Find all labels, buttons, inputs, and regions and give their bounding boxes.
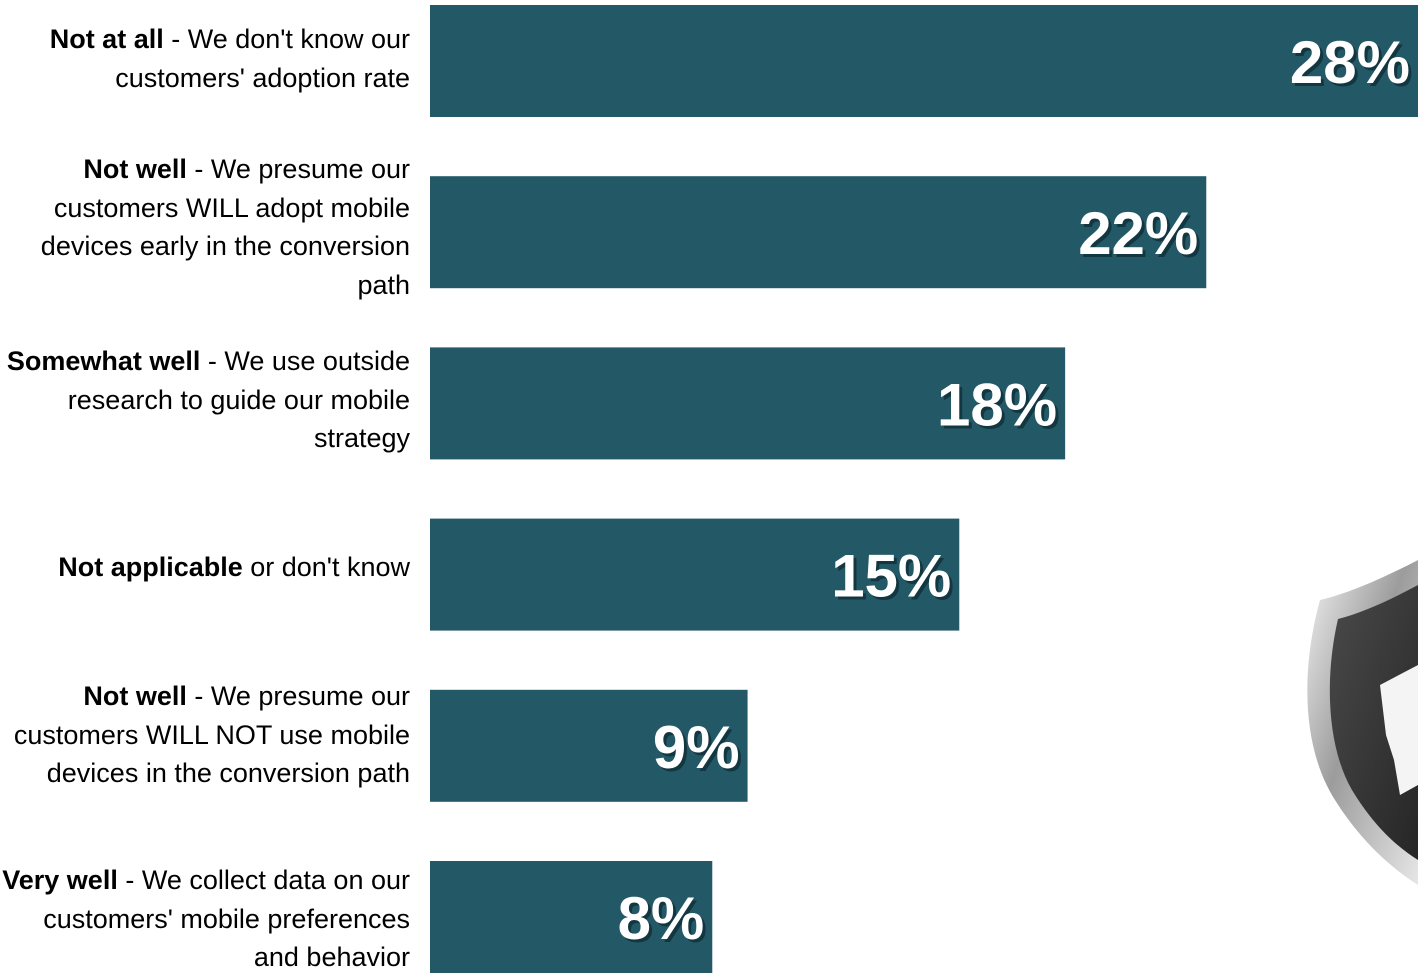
data-label-shadow: 28% xyxy=(1293,32,1413,99)
data-label-shadow: 9% xyxy=(656,717,743,784)
category-label: Not applicable or don't know xyxy=(0,548,410,587)
data-label: 9% xyxy=(653,714,740,781)
category-label-text: - We don't know our customers' adoption … xyxy=(115,24,410,93)
bar xyxy=(430,347,1066,460)
data-label-shadow: 22% xyxy=(1081,203,1201,270)
category-label-text: - We use outside research to guide our m… xyxy=(67,346,410,453)
category-label-text: - We presume our customers WILL NOT use … xyxy=(13,681,410,788)
category-label: Not at all - We don't know our customers… xyxy=(0,20,410,97)
category-label-bold: Not well xyxy=(83,681,187,711)
category-label-text: or don't know xyxy=(242,552,410,582)
category-label-text: - We collect data on our customers' mobi… xyxy=(43,865,410,972)
data-label: 15% xyxy=(831,543,951,610)
bar xyxy=(430,861,713,973)
bar xyxy=(430,689,748,802)
data-label: 8% xyxy=(618,885,705,952)
category-label-text: - We presume our customers WILL adopt mo… xyxy=(40,154,410,300)
shield-sticker-icon xyxy=(1307,560,1418,885)
category-label: Somewhat well - We use outside research … xyxy=(0,342,410,458)
category-label-bold: Very well xyxy=(2,865,118,895)
data-label-shadow: 8% xyxy=(621,888,708,955)
category-label-bold: Not at all xyxy=(49,24,164,54)
data-label-shadow: 15% xyxy=(834,546,954,613)
category-label-bold: Not well xyxy=(83,154,187,184)
bar xyxy=(430,5,1418,117)
category-label-bold: Somewhat well xyxy=(6,346,201,376)
data-label: 28% xyxy=(1290,29,1410,96)
category-label: Not well - We presume our customers WILL… xyxy=(0,150,410,304)
data-label: 22% xyxy=(1078,200,1198,267)
category-label: Not well - We presume our customers WILL… xyxy=(0,677,410,793)
data-label: 18% xyxy=(937,371,1057,438)
bar xyxy=(430,518,960,631)
category-label-bold: Not applicable xyxy=(58,552,243,582)
category-label: Very well - We collect data on our custo… xyxy=(0,861,410,977)
bar xyxy=(430,176,1207,289)
data-label-shadow: 18% xyxy=(940,374,1060,441)
